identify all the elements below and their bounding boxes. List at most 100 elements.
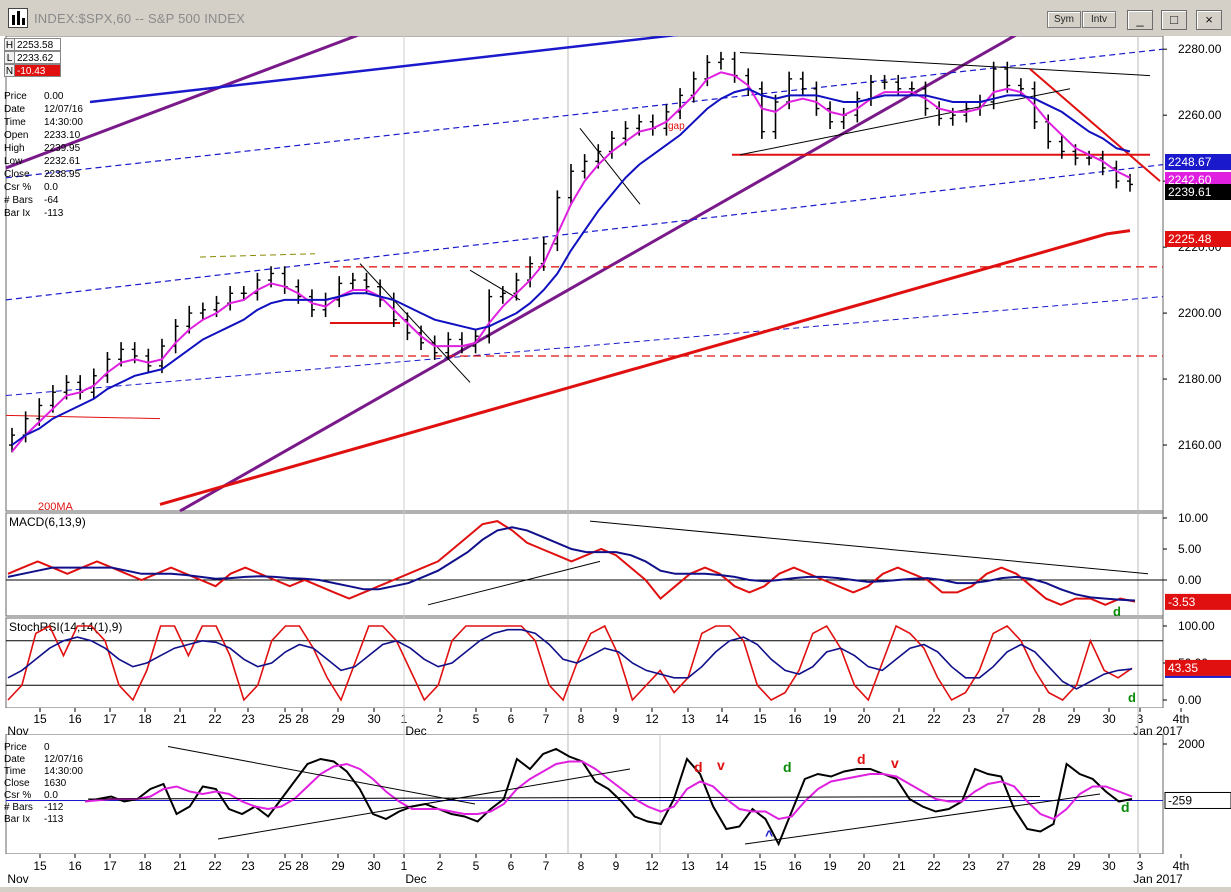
y-tick-label: 2160.00 [1178,438,1222,452]
gap-annotation: gap [668,121,685,132]
maximize-button[interactable]: □ [1161,10,1187,30]
stoch-title: StochRSI(14,14(1),9) [9,620,122,634]
info-value: 0.0 [44,790,58,801]
info-key: Csr % [4,182,32,193]
x-tick-label: 20 [857,712,871,726]
black-fan-line [579,128,641,205]
info-key: Date [4,754,26,765]
minimize-button[interactable]: _ [1127,10,1153,30]
info-panel-bottom: Price 0 Date 12/07/16 Time 14:30:00 Close 16… [4,742,83,826]
info-key: Close [4,778,30,789]
y-tick-label: 2200.00 [1178,306,1222,320]
x-tick-label-bottom: 23 [241,859,255,873]
breadth-annotation: ^ [765,827,773,843]
bottom-y-label: 2000 [1178,737,1205,751]
x-tick-label: 14 [715,712,729,726]
stoch-y-label: 100.00 [1178,619,1215,633]
info-value: 14:30:00 [44,117,83,128]
bottom-value-label: -259 [1168,793,1192,807]
x-tick-label-bottom: 2 [437,859,444,873]
black-top-line [739,51,1151,77]
info-key: Csr % [4,790,32,801]
x-axis-strip [0,708,1231,734]
x-tick-label: 9 [613,712,620,726]
x-tick-label: 7 [543,712,550,726]
panel-frame [5,512,1164,617]
bottom-value-label-bg [1164,791,1231,809]
x-tick-label-bottom: 30 [1102,859,1116,873]
intv-button[interactable]: Intv [1082,11,1116,28]
info-value: 0.00 [44,91,64,102]
x-tick-label: 16 [788,712,802,726]
info-value: 12/07/16 [44,754,83,765]
x-tick-label-bottom: 29 [331,859,345,873]
price-label-ma200-bg [1165,231,1231,247]
macd-trend-line-2 [589,520,1149,575]
month-label-bottom: Nov [7,872,28,886]
x-tick-label-bottom: 25 [278,859,292,873]
lower-channel-line [179,31,1021,513]
info-key: High [4,143,25,154]
info-key: # Bars [4,802,33,813]
low-value: 2233.62 [15,51,61,64]
breadth-annotation: d [857,751,866,767]
x-tick-label: 15 [33,712,47,726]
info-key: Time [4,766,26,777]
x-tick-label-bottom: 12 [645,859,659,873]
x-tick-label-bottom: 28 [295,859,309,873]
upper-channel-line [5,0,456,170]
info-value: 0.0 [44,182,58,193]
x-tick-label-bottom: 5 [473,859,480,873]
ma-fast-line [11,71,1131,453]
x-tick-label: 5 [473,712,480,726]
info-key: Bar Ix [4,814,31,825]
blue-dashed-trend [5,48,1164,179]
sym-button[interactable]: Sym [1047,11,1081,28]
info-value: -112 [44,802,64,813]
macd-y-label: 0.00 [1178,573,1202,587]
x-tick-label: 6 [508,712,515,726]
price-label-pink: 2242.60 [1168,173,1212,187]
x-tick-label-bottom: 16 [788,859,802,873]
macd-trend-line [427,560,601,606]
x-tick-label: 2 [437,712,444,726]
x-tick-label-bottom: 16 [68,859,82,873]
month-label: Jan 2017 [1133,724,1183,738]
black-down-line [359,263,471,383]
stoch-rsi-line [7,624,1133,702]
x-tick-label-bottom: 14 [715,859,729,873]
info-value: -113 [44,208,64,219]
x-tick-label-bottom: 3 [1137,859,1144,873]
black-up-line [469,269,521,301]
stoch-signal-line [7,628,1133,690]
info-value: 14:30:00 [44,766,83,777]
x-tick-label-bottom: 13 [681,859,695,873]
x-tick-label-bottom: 23 [962,859,976,873]
close-button[interactable]: × [1196,10,1222,30]
x-tick-label-bottom: 29 [1067,859,1081,873]
x-tick-label: 27 [996,712,1010,726]
ma200-annotation: 200MA [38,501,74,513]
stoch-value-label-bg [1165,659,1231,676]
x-tick-label-bottom: 28 [1032,859,1046,873]
chart-app-icon [8,8,28,28]
x-tick-label: 12 [645,712,659,726]
info-key: Close [4,169,30,180]
x-tick-label: 25 [278,712,292,726]
price-label-blue: 2248.67 [1168,155,1212,169]
black-wedge-line [739,88,1071,156]
stoch-d-annotation: d [1128,690,1136,705]
x-tick-label: 28 [295,712,309,726]
info-value: 2239.95 [44,143,81,154]
x-tick-label-bottom: 20 [857,859,871,873]
info-value: 0 [44,742,50,753]
month-label: Nov [7,724,28,738]
breadth-trend-line [167,746,476,805]
info-key: Low [4,156,23,167]
breadth-annotation: d [1121,799,1130,815]
x-tick-label: 15 [753,712,767,726]
x-tick-label-bottom: 9 [613,859,620,873]
x-tick-label: 18 [138,712,152,726]
